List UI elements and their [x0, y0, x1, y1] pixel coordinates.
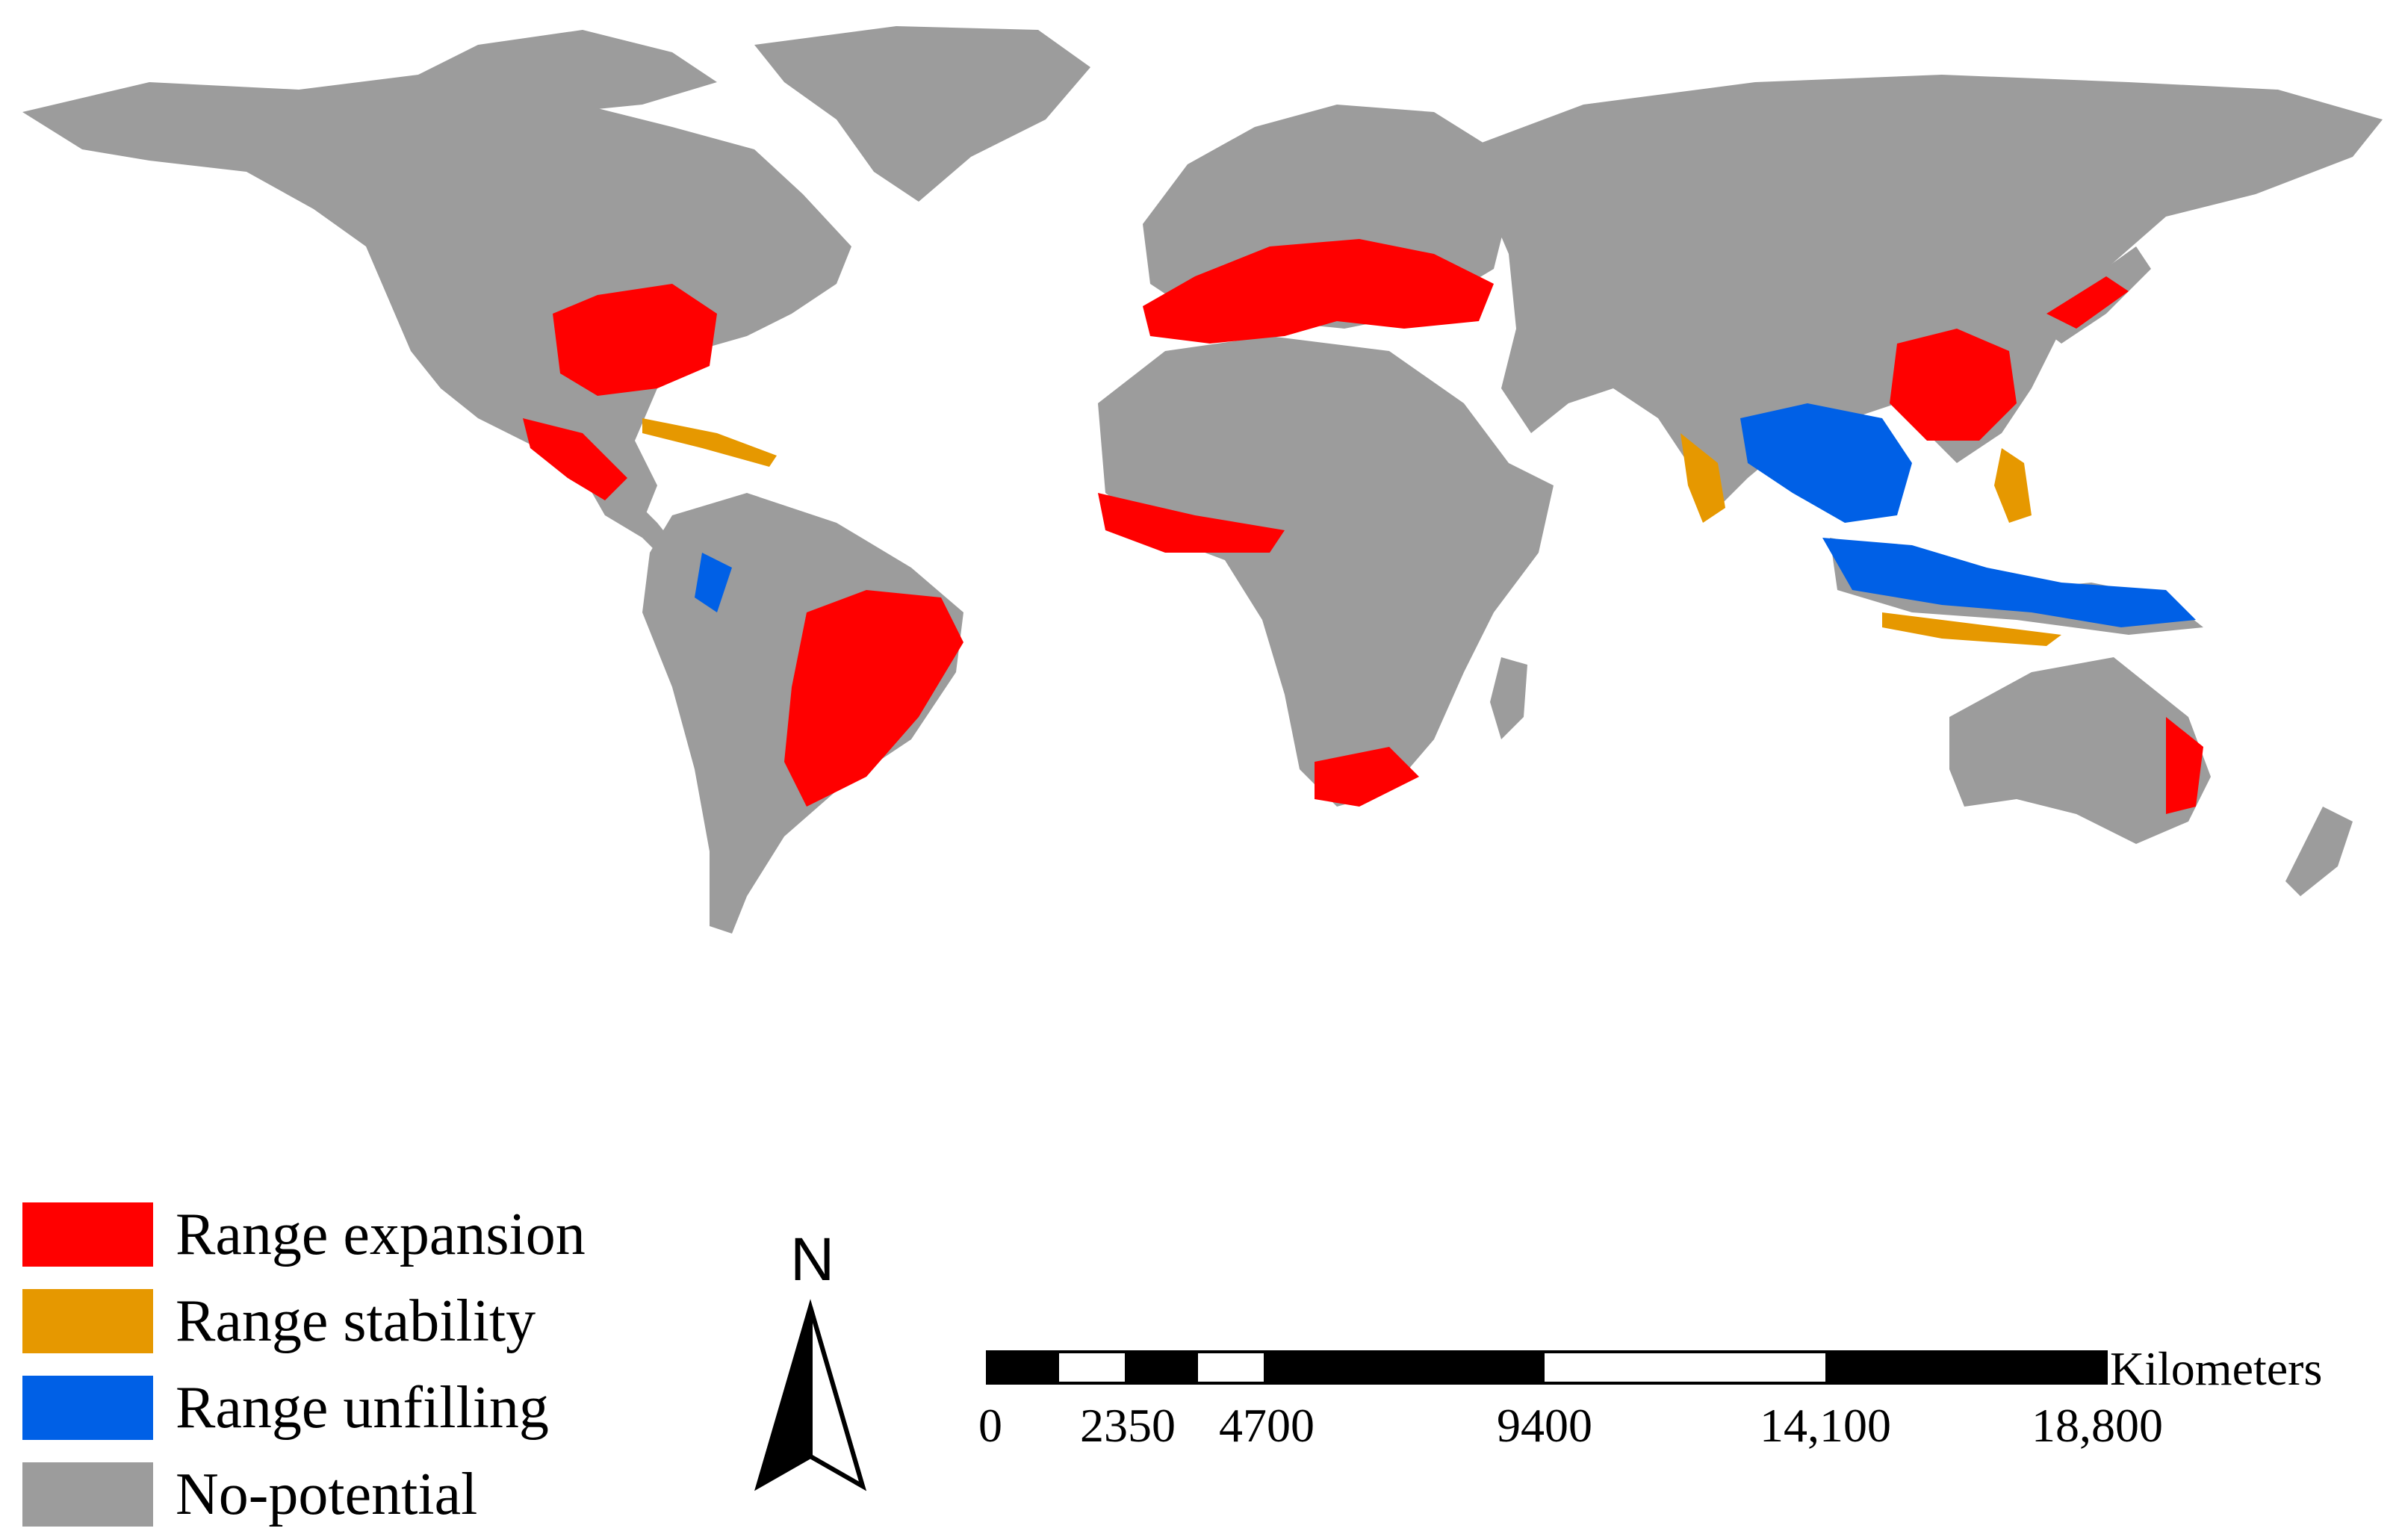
- expansion-central-america: [523, 418, 627, 500]
- expansion-brazil: [784, 590, 963, 807]
- legend-swatch-stability: [22, 1289, 153, 1353]
- land-no-potential: [22, 26, 2383, 934]
- legend-item-stability: Range stability: [22, 1278, 586, 1364]
- unfilling-indonesia: [1822, 538, 2196, 627]
- world-map: [22, 26, 2383, 934]
- legend-item-no-potential: No-potential: [22, 1451, 586, 1538]
- range-stability-areas: [642, 418, 2061, 646]
- scale-tick-2350: 2350: [1080, 1399, 1176, 1452]
- legend-item-expansion: Range expansion: [22, 1191, 586, 1278]
- expansion-west-africa: [1098, 493, 1285, 553]
- scale-units: Kilometers: [2110, 1342, 2323, 1395]
- new-zealand: [2285, 807, 2353, 896]
- legend-label-stability: Range stability: [176, 1288, 536, 1354]
- expansion-east-australia: [2166, 717, 2203, 814]
- legend-swatch-unfilling: [22, 1376, 153, 1440]
- scale-tick-0: 0: [978, 1399, 1002, 1452]
- north-america: [22, 71, 851, 523]
- legend-swatch-no-potential: [22, 1462, 153, 1527]
- unfilling-amazon: [695, 553, 732, 612]
- expansion-japan: [2046, 276, 2129, 329]
- stability-caribbean: [642, 418, 777, 467]
- scale-tick-4700: 4700: [1219, 1399, 1315, 1452]
- scale-tick-18800: 18,800: [2032, 1399, 2163, 1452]
- scale-tick-9400: 9400: [1497, 1399, 1592, 1452]
- legend-label-unfilling: Range unfilling: [176, 1374, 549, 1441]
- north-arrow-icon: [754, 1299, 866, 1491]
- africa: [1098, 336, 1554, 807]
- range-unfilling-areas: [695, 403, 2196, 627]
- australia: [1949, 657, 2211, 844]
- expansion-china: [1890, 329, 2017, 441]
- stability-india: [1680, 433, 1725, 523]
- legend-label-expansion: Range expansion: [176, 1201, 586, 1267]
- unfilling-southeast-asia: [1740, 403, 1912, 523]
- arctic-islands: [388, 30, 717, 112]
- expansion-usa: [553, 284, 717, 396]
- greenland: [754, 26, 1090, 202]
- stability-indonesia: [1882, 612, 2061, 646]
- legend-swatch-expansion: [22, 1202, 153, 1267]
- expansion-south-africa: [1315, 747, 1419, 807]
- scale-bar: [986, 1350, 2108, 1385]
- legend-item-unfilling: Range unfilling: [22, 1364, 586, 1451]
- range-expansion-areas: [523, 239, 2203, 814]
- north-letter: N: [790, 1226, 835, 1294]
- legend-label-no-potential: No-potential: [176, 1461, 478, 1527]
- madagascar: [1490, 657, 1527, 739]
- expansion-europe: [1143, 239, 1494, 344]
- stability-philippines: [1994, 448, 2032, 523]
- legend: Range expansion Range stability Range un…: [22, 1191, 586, 1538]
- asia: [1464, 75, 2383, 508]
- scale-tick-14100: 14,100: [1760, 1399, 1891, 1452]
